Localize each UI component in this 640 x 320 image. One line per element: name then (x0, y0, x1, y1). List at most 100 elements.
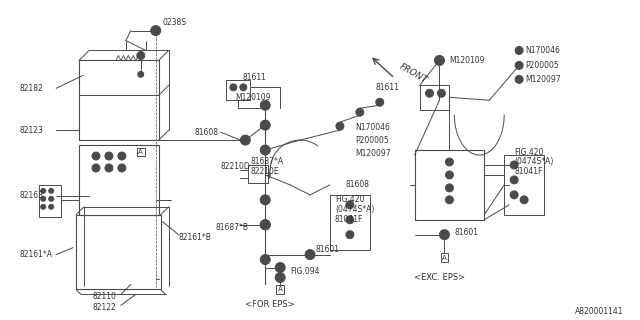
Circle shape (263, 173, 268, 177)
Text: 82210E: 82210E (250, 167, 279, 176)
Text: 82110: 82110 (93, 292, 117, 301)
Circle shape (510, 176, 518, 184)
Text: 81611: 81611 (376, 83, 399, 92)
Circle shape (308, 252, 312, 257)
Circle shape (260, 170, 270, 180)
Text: M120097: M120097 (525, 75, 561, 84)
Text: M120109: M120109 (236, 93, 271, 102)
Text: A: A (278, 286, 282, 292)
Circle shape (440, 230, 449, 240)
Circle shape (517, 77, 521, 81)
Circle shape (356, 108, 364, 116)
Circle shape (515, 76, 523, 83)
Text: 82163: 82163 (19, 191, 44, 200)
Text: 81041F: 81041F (335, 215, 364, 224)
Text: 82161*A: 82161*A (19, 250, 52, 259)
Text: (0474S*A): (0474S*A) (514, 157, 554, 166)
Circle shape (305, 250, 315, 260)
Text: 82122: 82122 (93, 303, 116, 312)
Circle shape (263, 222, 268, 227)
Text: 82123: 82123 (19, 126, 43, 135)
Circle shape (520, 196, 528, 204)
Text: N170046: N170046 (525, 46, 560, 55)
Circle shape (435, 55, 444, 65)
Bar (79, 60, 159, 140)
Circle shape (510, 161, 518, 169)
Circle shape (346, 201, 354, 209)
Bar (79, 145, 159, 215)
Circle shape (137, 52, 145, 60)
Circle shape (426, 89, 433, 97)
Circle shape (442, 232, 447, 237)
Circle shape (118, 164, 126, 172)
Circle shape (260, 100, 270, 110)
Circle shape (338, 124, 342, 128)
Circle shape (278, 265, 282, 270)
Text: A: A (442, 255, 447, 260)
Text: M120097: M120097 (355, 148, 390, 157)
Text: 81611: 81611 (243, 73, 266, 82)
Bar (248, 165, 268, 183)
Bar (227, 80, 250, 100)
Circle shape (151, 26, 161, 36)
Text: 81601: 81601 (454, 228, 479, 237)
Circle shape (92, 164, 100, 172)
Circle shape (49, 188, 54, 193)
Circle shape (260, 120, 270, 130)
Circle shape (358, 110, 362, 114)
Circle shape (260, 145, 270, 155)
Bar (420, 85, 449, 110)
Circle shape (118, 152, 126, 160)
Circle shape (376, 98, 384, 106)
Text: <FOR EPS>: <FOR EPS> (245, 300, 295, 309)
Text: 81601: 81601 (315, 245, 339, 254)
Circle shape (378, 100, 381, 104)
Circle shape (105, 164, 113, 172)
Text: FRONT: FRONT (397, 62, 429, 85)
Text: 0238S: 0238S (163, 18, 187, 27)
Circle shape (263, 222, 268, 227)
Text: 81608: 81608 (195, 128, 218, 137)
Bar (415, 150, 484, 220)
Circle shape (230, 84, 237, 91)
Circle shape (515, 61, 523, 69)
Circle shape (517, 49, 521, 52)
Circle shape (346, 216, 354, 224)
Circle shape (275, 273, 285, 283)
Circle shape (260, 220, 270, 230)
Circle shape (445, 184, 453, 192)
Bar (504, 155, 544, 215)
Circle shape (278, 275, 282, 280)
Text: FIG.420: FIG.420 (335, 195, 364, 204)
Circle shape (263, 197, 268, 202)
Circle shape (445, 158, 453, 166)
Bar (39, 185, 61, 217)
Text: 81687*B: 81687*B (216, 223, 248, 232)
Circle shape (438, 89, 445, 97)
Circle shape (510, 191, 518, 199)
Circle shape (154, 28, 158, 33)
Circle shape (243, 138, 248, 142)
Text: 81687*A: 81687*A (250, 157, 284, 166)
Circle shape (260, 255, 270, 265)
Circle shape (49, 196, 54, 201)
Circle shape (336, 122, 344, 130)
Circle shape (92, 152, 100, 160)
Circle shape (49, 204, 54, 209)
Circle shape (41, 196, 45, 201)
Circle shape (445, 196, 453, 204)
Text: 82210D: 82210D (220, 163, 250, 172)
Circle shape (445, 171, 453, 179)
Text: N170046: N170046 (355, 123, 390, 132)
Text: 82182: 82182 (19, 84, 43, 93)
Text: <EXC. EPS>: <EXC. EPS> (414, 273, 465, 282)
Circle shape (263, 103, 268, 108)
Circle shape (437, 58, 442, 63)
Text: A820001141: A820001141 (575, 307, 623, 316)
Text: 82161*B: 82161*B (179, 233, 211, 242)
Text: P200005: P200005 (525, 61, 559, 70)
Text: (0474S*A): (0474S*A) (335, 205, 374, 214)
Text: FIG.094: FIG.094 (290, 267, 319, 276)
Text: 81041F: 81041F (514, 167, 543, 176)
Text: M120109: M120109 (449, 56, 485, 65)
